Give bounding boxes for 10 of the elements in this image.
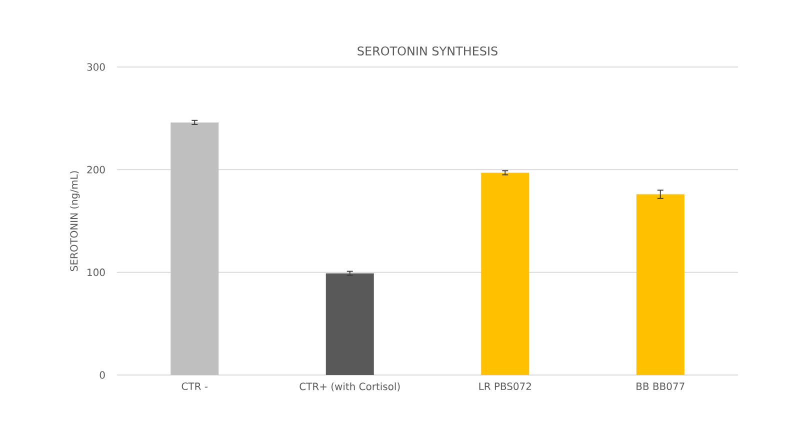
y-tick-label: 100: [88, 268, 105, 276]
x-tick-label: CTR+ (with Cortisol): [300, 382, 400, 392]
x-tick-label: BB BB077: [636, 382, 684, 390]
x-tick-label: LR PBS072: [479, 382, 531, 390]
chart-title: SEROTONIN SYNTHESIS: [358, 46, 498, 56]
y-tick-label: 0: [100, 371, 105, 379]
y-tick-label: 200: [87, 166, 105, 174]
y-tick-label: 300: [87, 63, 105, 71]
y-axis-title: SEROTONIN (ng/mL): [70, 171, 80, 272]
x-tick-label: CTR -: [182, 382, 208, 390]
